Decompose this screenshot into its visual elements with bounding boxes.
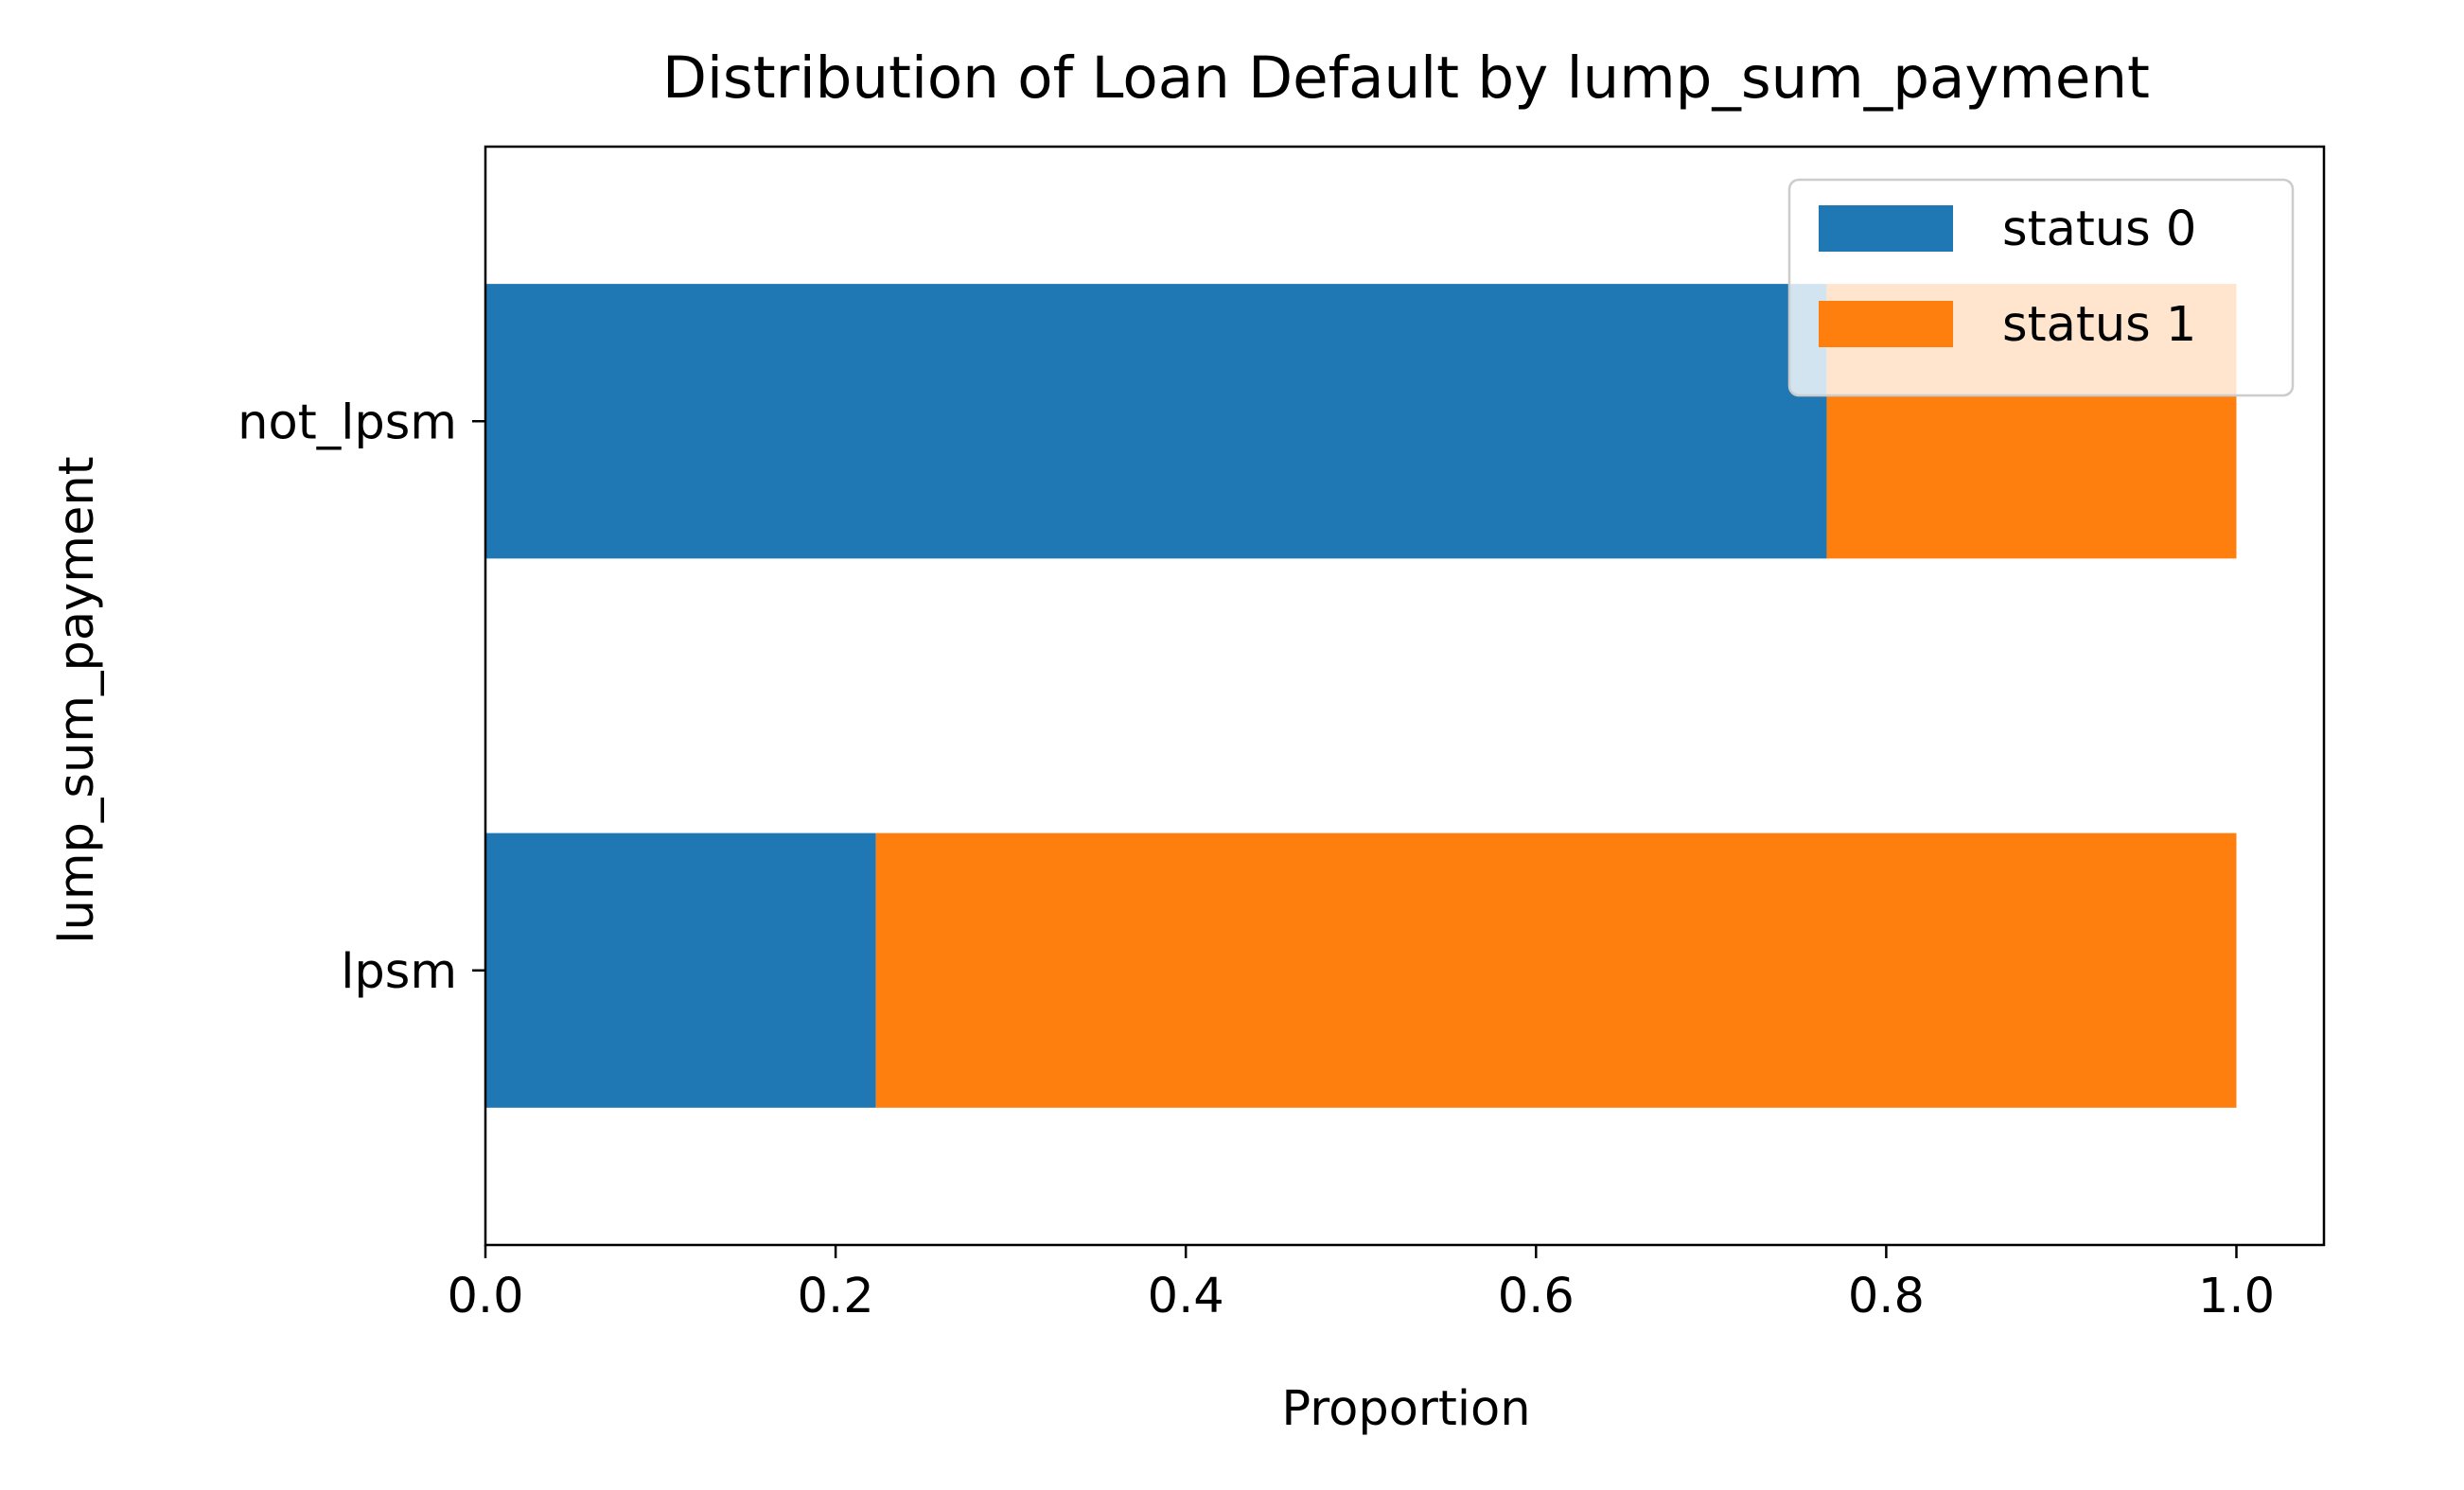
y-axis-label: lump_sum_payment [49,456,105,943]
legend-label-series-0: status 0 [2002,202,2196,257]
chart-title: Distribution of Loan Default by lump_sum… [662,44,2150,112]
x-tick-label: 0.2 [798,1269,874,1324]
x-axis: 0.0 0.2 0.4 0.6 0.8 1.0 [447,1245,2275,1324]
y-tick-label-lpsm: lpsm [341,944,457,1000]
bar-lpsm-series-0 [485,833,876,1108]
x-axis-label: Proportion [1281,1381,1530,1437]
bar-lpsm-series-1 [875,833,2237,1108]
legend-swatch-series-1 [1819,301,1953,347]
x-tick-label: 0.4 [1148,1269,1224,1324]
legend-swatch-series-0 [1819,205,1953,252]
plot-frame [484,145,2326,1247]
legend-label-series-1: status 1 [2002,297,2196,353]
y-tick-label-not_lpsm: not_lpsm [238,394,457,450]
bar-not_lpsm-series-0 [485,284,1827,559]
x-tick-label: 1.0 [2198,1269,2275,1324]
bars-layer [485,284,2237,1108]
legend: status 0 status 1 [1787,178,2295,397]
x-tick-label: 0.8 [1848,1269,1925,1324]
x-tick-label: 0.0 [447,1269,523,1324]
x-tick-label: 0.6 [1498,1269,1575,1324]
